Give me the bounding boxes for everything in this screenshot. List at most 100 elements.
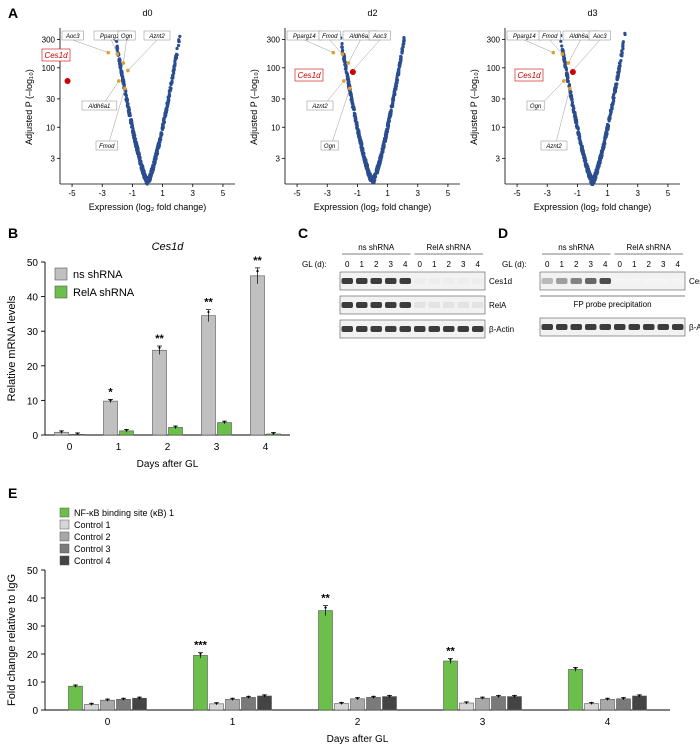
data-point [162, 117, 166, 121]
blot-band-label: β-Actin [489, 325, 514, 334]
volcano-title: d0 [142, 8, 152, 18]
data-point [357, 133, 361, 137]
data-point [560, 48, 564, 52]
x-tick-label: 3 [636, 189, 641, 198]
replicate-dot [388, 694, 391, 697]
highlight-point [123, 86, 127, 91]
bar [241, 697, 256, 711]
blot-lane-label: 2 [574, 260, 579, 269]
volcano-plot-d0: d0 300 100 30 10 3 -5 -3 -1 1 3 5 Expression (log₂ f… [24, 8, 235, 212]
bar [217, 422, 232, 436]
data-point [388, 111, 392, 115]
data-point [118, 64, 122, 69]
y-tick-label: 30 [491, 95, 500, 104]
x-tick-label: 1 [230, 717, 236, 728]
data-point [139, 159, 143, 164]
data-point [368, 177, 372, 181]
gene-label: Aznt2 [311, 104, 328, 110]
gene-label-leader [352, 39, 380, 71]
blot-band-label: RelA [489, 301, 507, 310]
data-point [618, 61, 622, 65]
legend-swatch [54, 267, 68, 281]
replicate-dot [256, 269, 259, 273]
data-point [358, 141, 362, 145]
data-point [119, 71, 123, 75]
blot-membrane [539, 271, 686, 291]
gene-label-box [61, 30, 84, 41]
data-point [362, 157, 366, 161]
x-tick-label: 4 [605, 717, 611, 728]
data-point [381, 144, 385, 148]
blot-band [370, 302, 382, 308]
data-point [153, 159, 157, 163]
data-point [173, 59, 177, 63]
data-point [342, 56, 347, 60]
data-point [396, 70, 400, 74]
replicate-dot [215, 702, 218, 705]
blot-lane-label: 4 [676, 260, 681, 269]
gene-label: Ogn [121, 34, 133, 40]
data-point [578, 141, 582, 145]
x-tick-label: 2 [355, 717, 361, 728]
blot-band-label: Ces1d [689, 277, 700, 286]
blot-band [657, 278, 669, 284]
data-point [170, 76, 175, 80]
data-point [350, 99, 354, 104]
y-tick-label: 300 [42, 35, 56, 44]
data-point [586, 167, 590, 171]
data-point [388, 115, 392, 119]
bar [250, 275, 265, 436]
data-point [390, 102, 395, 106]
data-point [592, 178, 596, 182]
legend-swatch [59, 543, 70, 554]
replicate-dot [122, 697, 125, 700]
y-tick-label: 300 [487, 35, 501, 44]
x-tick-label: 1 [605, 189, 610, 198]
gene-label-leader [348, 39, 361, 64]
legend-label: RelA shRNA [73, 287, 135, 299]
gene-label-box [538, 30, 561, 41]
highlight-point [568, 86, 572, 91]
y-tick-label: 40 [27, 293, 39, 304]
y-tick-label: 30 [46, 95, 55, 104]
data-point [373, 172, 378, 176]
data-point [131, 131, 136, 135]
gene-label-box [540, 140, 568, 151]
x-tick-label: -3 [544, 189, 552, 198]
replicate-dot [465, 701, 468, 704]
data-point [623, 32, 627, 37]
data-point [174, 52, 179, 56]
gene-label-leader [304, 39, 334, 53]
data-point [120, 74, 124, 78]
data-point [121, 81, 125, 85]
legend-swatch [59, 555, 70, 566]
y-tick-label: 300 [267, 35, 281, 44]
bar [491, 696, 506, 711]
data-point [170, 81, 174, 85]
data-point [571, 108, 576, 112]
x-tick-label: 0 [105, 717, 111, 728]
y-tick-label: 10 [27, 396, 39, 407]
x-axis-label: Days after GL [327, 734, 389, 745]
data-point [604, 131, 609, 135]
legend-swatch [54, 285, 68, 299]
blot-group-label: ns shRNA [558, 243, 595, 252]
blot-band [672, 278, 684, 284]
data-point [360, 147, 365, 151]
replicate-dot [125, 428, 128, 432]
blot-band [614, 324, 626, 330]
blot-band [556, 278, 568, 284]
blot-band [643, 278, 655, 284]
blot-band [414, 278, 426, 284]
data-point [393, 85, 397, 89]
replicate-dot [223, 420, 226, 423]
data-point [120, 79, 125, 83]
blot-band [556, 324, 568, 330]
x-tick-label: 5 [446, 189, 451, 198]
bar [225, 699, 240, 711]
gene-label-leader [568, 39, 581, 64]
data-point [621, 45, 625, 49]
data-point [570, 97, 574, 102]
x-tick-label: -1 [574, 189, 582, 198]
volcano-points [112, 31, 182, 186]
